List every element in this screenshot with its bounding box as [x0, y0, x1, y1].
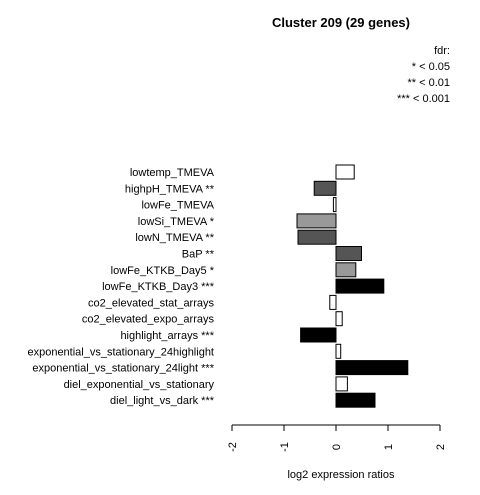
bar-5 — [297, 229, 337, 245]
x-tick-label-1: -2 — [227, 442, 239, 452]
legend-title: fdr: — [434, 45, 450, 57]
category-label-10: co2_elevated_expo_arrays — [82, 314, 215, 326]
bar-2 — [313, 180, 337, 196]
x-tick-label-2: -1 — [279, 442, 291, 452]
bar-3 — [332, 197, 337, 213]
category-label-12: exponential_vs_stationary_24highlight — [27, 346, 214, 358]
bar-12 — [335, 343, 342, 359]
category-label-2: highpH_TMEVA ** — [125, 183, 215, 195]
bar-4 — [296, 213, 337, 229]
category-label-3: lowFe_TMEVA — [141, 200, 214, 212]
category-label-1: lowtemp_TMEVA — [130, 167, 215, 179]
x-axis-label: log2 expression ratios — [287, 469, 395, 481]
category-label-11: highlight_arrays *** — [120, 330, 214, 342]
category-label-15: diel_light_vs_dark *** — [110, 395, 215, 407]
category-label-6: BaP ** — [182, 249, 215, 261]
category-label-9: co2_elevated_stat_arrays — [88, 297, 214, 309]
bar-9 — [329, 294, 337, 310]
legend-entry-2: ** < 0.01 — [407, 77, 450, 89]
legend-entry-1: * < 0.05 — [412, 61, 450, 73]
x-tick-label-3: 0 — [331, 444, 343, 450]
bars-group — [296, 164, 409, 408]
x-axis: -2 -1 0 1 2 — [227, 424, 447, 452]
bar-6 — [335, 246, 362, 261]
x-tick-label-4: 1 — [383, 444, 395, 450]
category-label-13: exponential_vs_stationary_24light *** — [32, 363, 214, 375]
bar-15 — [335, 392, 376, 408]
category-label-7: lowFe_KTKB_Day5 * — [111, 265, 215, 277]
bar-11 — [300, 327, 337, 343]
legend-entry-3: *** < 0.001 — [397, 93, 450, 105]
bar-1 — [335, 164, 355, 180]
bar-7 — [335, 262, 357, 278]
bar-10 — [335, 311, 343, 327]
bar-13 — [335, 360, 409, 376]
chart-title: Cluster 209 (29 genes) — [272, 15, 410, 30]
x-tick-label-5: 2 — [435, 444, 447, 450]
category-label-14: diel_exponential_vs_stationary — [64, 379, 215, 391]
category-labels-group: lowtemp_TMEVA highpH_TMEVA ** lowFe_TMEVAl… — [27, 167, 214, 407]
category-label-5: lowN_TMEVA ** — [135, 232, 214, 244]
category-label-8: lowFe_KTKB_Day3 *** — [102, 281, 215, 293]
category-label-4: lowSi_TMEVA * — [138, 216, 215, 228]
bar-14 — [335, 376, 348, 392]
bar-8 — [335, 278, 385, 294]
